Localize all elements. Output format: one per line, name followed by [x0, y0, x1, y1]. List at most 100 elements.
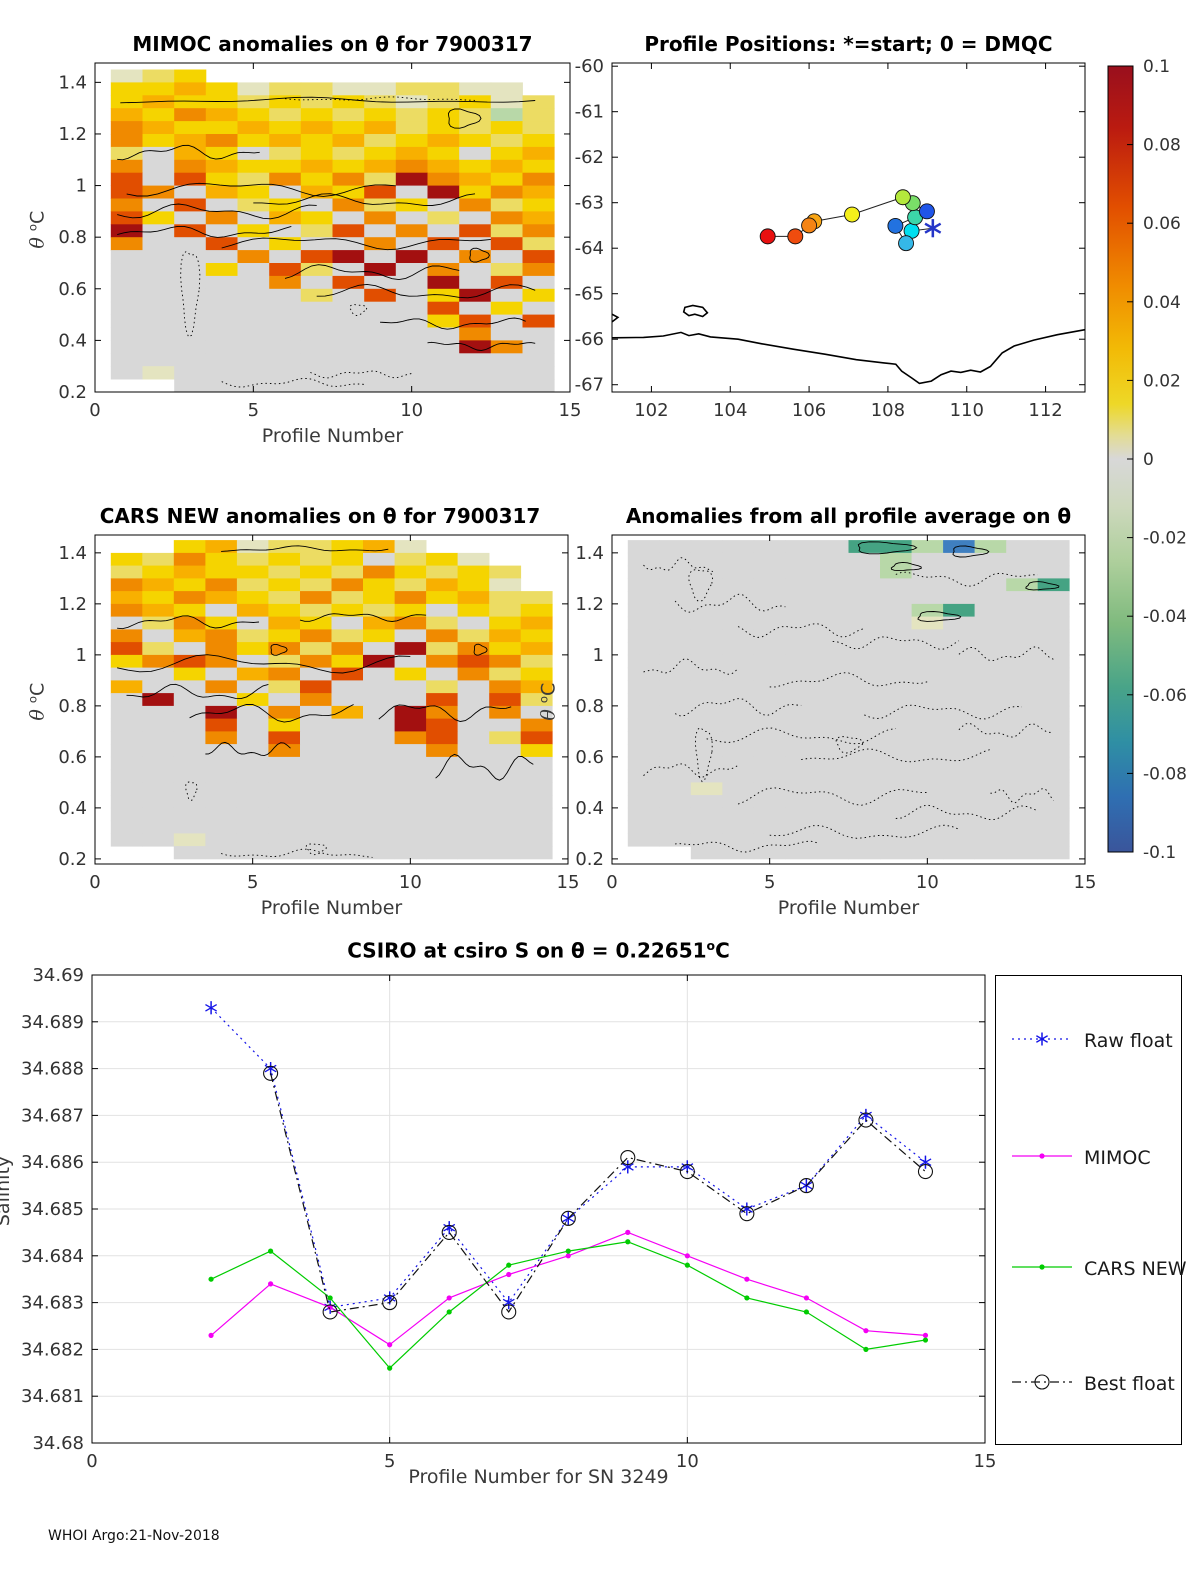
svg-text:0.8: 0.8: [58, 696, 87, 717]
svg-text:34.681: 34.681: [21, 1386, 84, 1407]
title-csiro: CSIRO at csiro S on θ = 0.22651oC: [92, 938, 985, 963]
title-csiro-pre: CSIRO at csiro S on θ = 0.22651: [347, 938, 707, 963]
svg-text:10: 10: [399, 872, 422, 893]
svg-text:34.689: 34.689: [21, 1012, 84, 1033]
svg-text:0.6: 0.6: [58, 279, 87, 300]
svg-text:102: 102: [634, 400, 668, 421]
svg-text:0.6: 0.6: [575, 747, 604, 768]
svg-text:34.683: 34.683: [21, 1293, 84, 1314]
svg-text:110: 110: [950, 400, 984, 421]
svg-text:34.688: 34.688: [21, 1059, 84, 1080]
svg-text:34.686: 34.686: [21, 1152, 84, 1173]
svg-text:34.69: 34.69: [32, 965, 84, 986]
svg-text:0.06: 0.06: [1143, 214, 1181, 234]
svg-text:0.4: 0.4: [58, 330, 87, 351]
ylabel-mid-right: θ oC: [536, 682, 560, 721]
svg-text:108: 108: [871, 400, 905, 421]
svg-text:15: 15: [974, 1451, 997, 1472]
svg-text:0.2: 0.2: [58, 849, 87, 870]
legend-item-raw-float: Raw float: [1010, 1030, 1173, 1052]
svg-text:0.08: 0.08: [1143, 136, 1181, 156]
svg-text:-63: -63: [575, 193, 604, 214]
svg-text:34.682: 34.682: [21, 1339, 84, 1360]
svg-text:1.2: 1.2: [58, 594, 87, 615]
svg-text:0: 0: [89, 400, 100, 421]
svg-text:-66: -66: [575, 329, 604, 350]
svg-text:1: 1: [76, 645, 87, 666]
svg-text:1.4: 1.4: [58, 543, 87, 564]
svg-text:0.2: 0.2: [58, 382, 87, 403]
svg-text:0.2: 0.2: [575, 849, 604, 870]
svg-text:34.685: 34.685: [21, 1199, 84, 1220]
ylabel-top-left: θ oC: [25, 210, 49, 249]
svg-text:5: 5: [247, 872, 258, 893]
svg-text:15: 15: [557, 872, 580, 893]
svg-text:1.2: 1.2: [575, 594, 604, 615]
svg-text:5: 5: [384, 1451, 395, 1472]
svg-text:0: 0: [86, 1451, 97, 1472]
svg-text:0.8: 0.8: [575, 696, 604, 717]
best-float-marker-icon: [1010, 1373, 1074, 1395]
svg-text:0: 0: [606, 872, 617, 893]
title-cars-anomalies: CARS NEW anomalies on θ for 7900317: [99, 504, 541, 528]
svg-text:-67: -67: [575, 375, 604, 396]
legend-item-mimoc: MIMOC: [1010, 1147, 1151, 1169]
svg-text:-0.02: -0.02: [1143, 529, 1187, 549]
svg-text:-64: -64: [575, 238, 604, 259]
svg-text:34.687: 34.687: [21, 1105, 84, 1126]
svg-text:0.02: 0.02: [1143, 371, 1181, 391]
svg-text:-0.04: -0.04: [1143, 607, 1187, 627]
svg-text:0.04: 0.04: [1143, 293, 1181, 313]
svg-text:34.684: 34.684: [21, 1246, 84, 1267]
svg-text:0.1: 0.1: [1143, 57, 1170, 77]
svg-text:5: 5: [248, 400, 259, 421]
svg-text:0.8: 0.8: [58, 227, 87, 248]
svg-text:1: 1: [593, 645, 604, 666]
xlabel-mid-left: Profile Number: [260, 897, 403, 919]
ylabel-mid-left: θ oC: [25, 682, 49, 721]
svg-text:0.6: 0.6: [58, 747, 87, 768]
svg-text:1: 1: [76, 176, 87, 197]
legend-box: Raw float MIMOC CARS NEW Best float: [995, 975, 1187, 1445]
title-csiro-sup: o: [706, 938, 716, 953]
svg-text:5: 5: [764, 872, 775, 893]
cars-new-marker-icon: [1010, 1258, 1074, 1280]
svg-text:1.4: 1.4: [58, 72, 87, 93]
svg-text:15: 15: [1074, 872, 1097, 893]
svg-text:-0.1: -0.1: [1143, 843, 1176, 863]
svg-text:-62: -62: [575, 147, 604, 168]
svg-text:104: 104: [713, 400, 747, 421]
ylabel-bottom-salinity: Salinity: [0, 1155, 14, 1227]
svg-text:-0.06: -0.06: [1143, 686, 1187, 706]
svg-text:0.4: 0.4: [575, 798, 604, 819]
footer-timestamp: WHOI Argo:21-Nov-2018: [48, 1528, 220, 1544]
svg-text:0: 0: [1143, 450, 1154, 470]
title-mimoc-anomalies: MIMOC anomalies on θ for 7900317: [132, 32, 533, 56]
svg-text:10: 10: [916, 872, 939, 893]
svg-text:-60: -60: [575, 56, 604, 77]
svg-text:34.68: 34.68: [32, 1433, 84, 1454]
raw-float-marker-icon: [1010, 1030, 1074, 1052]
title-anomaly-average: Anomalies from all profile average on θ: [625, 504, 1072, 528]
mimoc-marker-icon: [1010, 1147, 1074, 1169]
legend-item-cars-new: CARS NEW: [1010, 1258, 1187, 1280]
svg-text:0.4: 0.4: [58, 798, 87, 819]
svg-text:10: 10: [676, 1451, 699, 1472]
xlabel-mid-right: Profile Number: [777, 897, 920, 919]
legend-item-best-float: Best float: [1010, 1373, 1175, 1395]
title-csiro-post: C: [715, 938, 730, 963]
svg-text:-65: -65: [575, 284, 604, 305]
svg-text:10: 10: [400, 400, 423, 421]
xlabel-top-left: Profile Number: [261, 425, 404, 447]
title-profile-positions: Profile Positions: *=start; 0 = DMQC: [644, 32, 1053, 56]
svg-text:-0.08: -0.08: [1143, 764, 1187, 784]
svg-text:1.4: 1.4: [575, 543, 604, 564]
xlabel-bottom: Profile Number for SN 3249: [408, 1466, 669, 1488]
svg-text:106: 106: [792, 400, 826, 421]
svg-text:112: 112: [1028, 400, 1062, 421]
svg-text:1.2: 1.2: [58, 124, 87, 145]
svg-text:15: 15: [559, 400, 582, 421]
svg-text:-61: -61: [575, 102, 604, 123]
